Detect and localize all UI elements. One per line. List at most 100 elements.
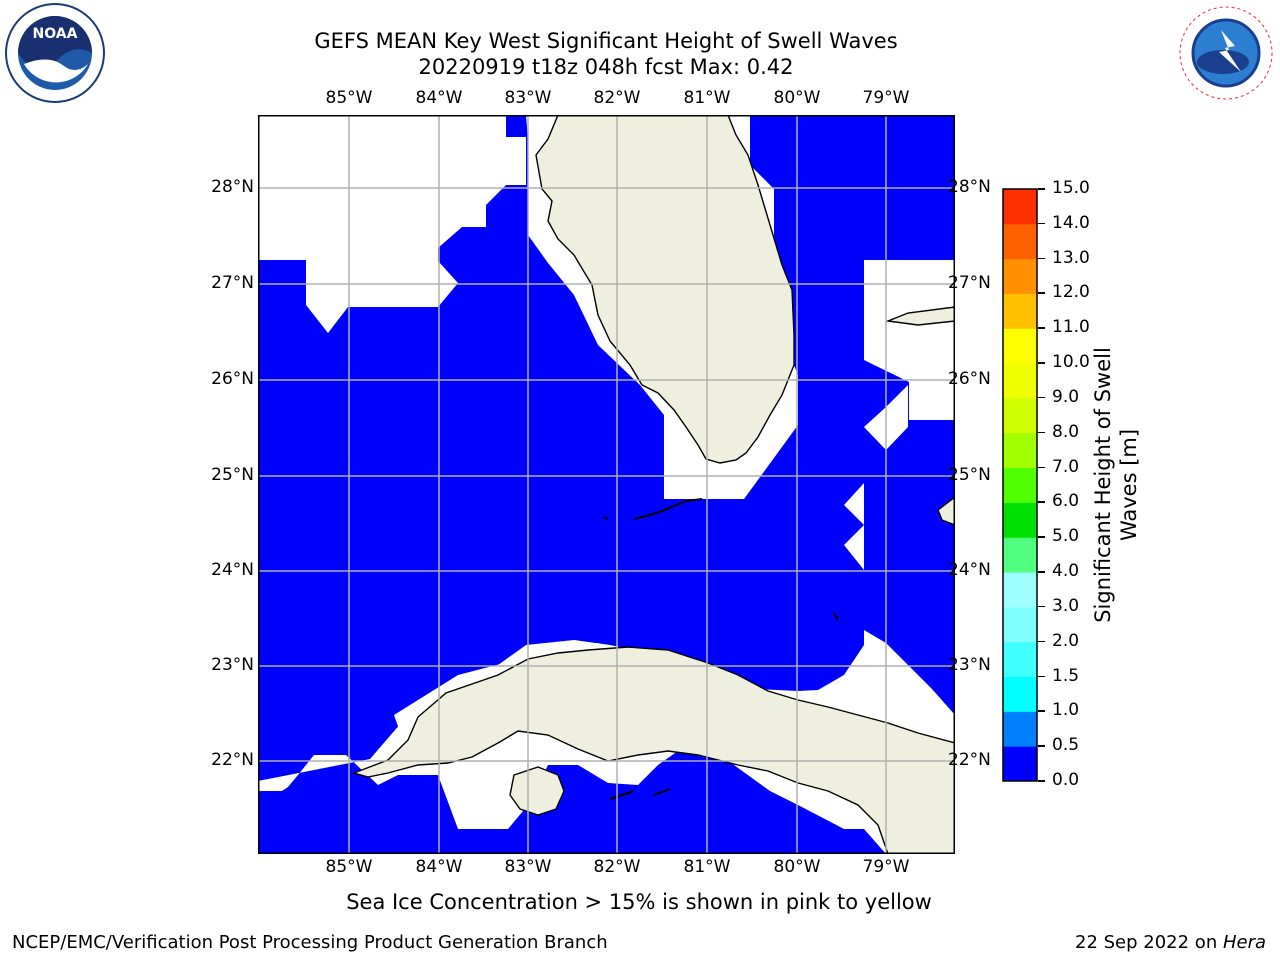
lon-label-top: 79°W <box>862 88 910 108</box>
colorbar-tick <box>1038 536 1045 538</box>
colorbar-band <box>1003 467 1037 503</box>
lon-label-top: 84°W <box>415 88 463 108</box>
noaa-text: NOAA <box>33 26 78 42</box>
colorbar-tick-label: 2.0 <box>1052 630 1080 651</box>
lon-label-bottom: 79°W <box>862 857 910 877</box>
colorbar-tick-label: 13.0 <box>1052 247 1090 268</box>
chart-title: GEFS MEAN Key West Significant Height of… <box>314 29 898 53</box>
nws-logo <box>1177 4 1275 102</box>
colorbar-band <box>1003 711 1037 747</box>
colorbar-tick <box>1038 675 1045 678</box>
lon-label-top: 83°W <box>504 88 552 108</box>
lat-label-left: 28°N <box>211 177 254 197</box>
colorbar-tick <box>1038 501 1045 503</box>
colorbar-label-line2: Waves [m] <box>1117 428 1141 542</box>
map-frame <box>258 115 955 854</box>
colorbar-tick-label: 8.0 <box>1052 421 1080 442</box>
colorbar-tick-label: 3.0 <box>1052 595 1080 616</box>
colorbar-tick <box>1038 431 1045 434</box>
lon-label-bottom: 85°W <box>325 857 373 877</box>
colorbar-tick <box>1038 188 1045 190</box>
colorbar-band <box>1003 641 1037 678</box>
colorbar-tick <box>1038 222 1045 225</box>
isla-juventud-land <box>509 766 565 816</box>
footer-branch: NCEP/EMC/Verification Post Processing Pr… <box>12 932 608 953</box>
colorbar-band <box>1003 258 1037 294</box>
lon-label-top: 85°W <box>325 88 373 108</box>
colorbar-tick <box>1038 710 1045 712</box>
lat-label-left: 23°N <box>211 655 254 675</box>
colorbar-tick-label: 14.0 <box>1052 212 1090 233</box>
colorbar-band <box>1003 502 1037 538</box>
lat-label-left: 24°N <box>211 560 254 580</box>
grand-bahama-land <box>885 306 955 326</box>
lon-label-top: 81°W <box>683 88 731 108</box>
lon-label-bottom: 82°W <box>593 857 641 877</box>
lon-label-bottom: 83°W <box>504 857 552 877</box>
colorbar-tick <box>1038 780 1045 782</box>
lat-label-right: 22°N <box>948 750 991 770</box>
footer-host: Hera <box>1222 932 1266 953</box>
colorbar-tick <box>1038 362 1045 364</box>
lon-label-bottom: 84°W <box>415 857 463 877</box>
colorbar-tick-label: 15.0 <box>1052 178 1090 198</box>
colorbar-band <box>1003 432 1037 469</box>
colorbar-tick <box>1038 571 1045 573</box>
colorbar-tick-label: 9.0 <box>1052 386 1080 407</box>
colorbar-tick <box>1038 466 1045 469</box>
colorbar-band <box>1003 606 1037 643</box>
colorbar-tick <box>1038 745 1045 747</box>
lon-label-top: 80°W <box>773 88 821 108</box>
colorbar-tick-label: 1.0 <box>1052 700 1080 721</box>
lon-label-bottom: 81°W <box>683 857 731 877</box>
colorbar-tick <box>1038 257 1045 260</box>
graticule <box>258 115 955 854</box>
colorbar-tick-label: 0.0 <box>1052 770 1080 790</box>
lat-label-left: 27°N <box>211 273 254 293</box>
colorbar-tick-label: 6.0 <box>1052 491 1080 512</box>
lat-label-right: 24°N <box>948 560 991 580</box>
colorbar-tick <box>1038 292 1045 294</box>
footer-date-text: 22 Sep 2022 on <box>1075 932 1223 953</box>
colorbar-band <box>1003 537 1037 573</box>
colorbar-band <box>1003 223 1037 260</box>
cuba-land <box>351 646 955 854</box>
lat-label-left: 26°N <box>211 369 254 389</box>
lat-label-left: 22°N <box>211 750 254 770</box>
lon-label-top: 82°W <box>593 88 641 108</box>
colorbar-tick-label: 5.0 <box>1052 526 1080 547</box>
sea-ice-note: Sea Ice Concentration > 15% is shown in … <box>346 890 932 914</box>
colorbar-tick <box>1038 396 1045 399</box>
lat-label-right: 27°N <box>948 273 991 293</box>
colorbar-band <box>1003 397 1037 434</box>
colorbar-tick-label: 7.0 <box>1052 456 1080 477</box>
florida-keys <box>603 498 839 800</box>
lat-label-right: 23°N <box>948 655 991 675</box>
colorbar-band <box>1003 189 1037 225</box>
lat-label-left: 25°N <box>211 465 254 485</box>
lat-label-right: 26°N <box>948 369 991 389</box>
colorbar-band <box>1003 676 1037 712</box>
andros-land <box>937 496 955 526</box>
map-panel <box>258 115 955 854</box>
colorbar-tick-label: 10.0 <box>1052 352 1090 373</box>
lat-label-right: 25°N <box>948 465 991 485</box>
colorbar-tick-label: 12.0 <box>1052 282 1090 303</box>
colorbar-label-line1: Significant Height of Swell <box>1091 347 1115 623</box>
colorbar-band <box>1003 572 1037 608</box>
colorbar-tick <box>1038 640 1045 643</box>
colorbar-band <box>1003 746 1037 782</box>
lon-label-bottom: 80°W <box>773 857 821 877</box>
colorbar-tick-label: 11.0 <box>1052 317 1090 338</box>
florida-land <box>535 115 795 464</box>
colorbar-tick-label: 1.5 <box>1052 665 1080 686</box>
colorbar-band <box>1003 293 1037 329</box>
colorbar-tick-label: 4.0 <box>1052 561 1080 582</box>
chart-subtitle: 20220919 t18z 048h fcst Max: 0.42 <box>418 55 794 79</box>
land-areas <box>351 115 955 854</box>
colorbar-tick <box>1038 327 1045 329</box>
colorbar-band <box>1003 363 1037 399</box>
noaa-logo: NOAA <box>5 3 105 103</box>
footer-date: 22 Sep 2022 on Hera <box>1075 932 1266 953</box>
colorbar <box>1002 188 1038 782</box>
